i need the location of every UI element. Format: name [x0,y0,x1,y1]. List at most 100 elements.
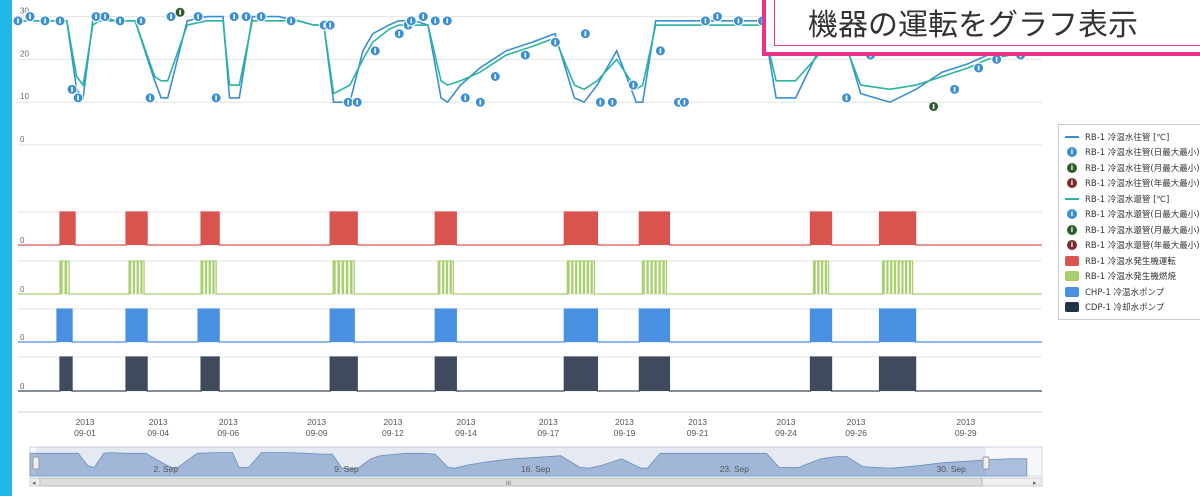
status-block [337,261,340,294]
temperature-marker [285,15,297,27]
date-tick-year: 2013 [688,417,707,427]
status-block [650,261,653,294]
legend-item[interactable]: i RB-1 冷温水還管(日最大最小) [1065,207,1200,223]
temperature-marker [114,15,126,27]
temperature-marker [99,11,111,23]
date-tick-year: 2013 [307,417,326,427]
date-tick-date: 09-19 [614,428,636,438]
temperature-y-tick: 30 [20,7,29,16]
status-block [821,261,824,294]
legend-item[interactable]: i RB-1 冷温水還管(年最大最小) [1065,238,1200,254]
status-block [64,261,68,294]
legend-item[interactable]: i RB-1 冷温水往管(年最大最小) [1065,176,1200,192]
date-tick-year: 2013 [383,417,402,427]
navigator-label: 2. Sep [153,464,178,474]
temperature-marker [678,96,690,108]
legend-item[interactable]: RB-1 冷温水発生機運転 [1065,253,1200,269]
status-block [204,261,208,294]
temperature-marker [405,15,417,27]
temperature-marker [39,15,51,27]
temperature-marker [417,11,429,23]
legend-label: RB-1 冷温水還管(日最大最小) [1085,210,1200,221]
status-panel: 0 [18,211,1042,246]
date-axis: 201309-01201309-04201309-06201309-092013… [18,411,1042,438]
temperature-marker [654,45,666,57]
status-block [345,261,349,294]
status-block [810,309,832,342]
status-block [662,261,665,294]
legend-item[interactable]: i RB-1 冷温水往管(月最大最小) [1065,160,1200,176]
temperature-marker [699,15,711,27]
status-panel: 0 [18,308,1042,343]
status-block [658,261,661,294]
legend-symbol: i [1065,224,1079,235]
status-block [586,261,589,294]
navigator-label: 30. Sep [937,464,967,474]
status-block [908,261,912,294]
temperature-marker [606,96,618,108]
date-tick-year: 2013 [149,417,168,427]
legend-item[interactable]: RB-1 冷温水還管 [℃] [1065,191,1200,207]
legend-label: RB-1 冷温水還管(月最大最小) [1085,225,1200,236]
temperature-marker [459,92,471,104]
status-block [646,261,649,294]
status-block [350,261,353,294]
date-tick-year: 2013 [777,417,796,427]
date-tick-year: 2013 [847,417,866,427]
legend-label: RB-1 冷温水往管(年最大最小) [1085,179,1200,190]
legend-symbol [1065,302,1079,313]
status-block [639,357,670,391]
status-block [330,357,358,391]
temperature-marker [519,49,531,61]
legend-label: RB-1 冷温水発生機運転 [1085,256,1176,267]
status-block [435,357,457,391]
temperature-marker [351,96,363,108]
status-block [330,212,358,245]
temperature-marker [429,15,441,27]
legend-item[interactable]: RB-1 冷温水往管 [℃] [1065,129,1200,145]
legend: RB-1 冷温水往管 [℃] i RB-1 冷温水往管(日最大最小) i RB-1 冷温… [1058,124,1200,320]
date-tick-date: 09-09 [306,428,328,438]
temperature-panel: 30 20 10 0 [12,7,1042,146]
status-block [333,261,336,294]
legend-item[interactable]: RB-1 冷温水発生機燃焼 [1065,269,1200,285]
navigator-scrollbar: III ◂ ▸ [29,477,1043,487]
date-tick-date: 09-01 [74,428,96,438]
temperature-marker [90,11,102,23]
status-block [897,261,900,294]
navigator-label: 9. Sep [334,464,359,474]
date-tick-date: 09-04 [147,428,169,438]
status-block [582,261,586,294]
legend-symbol: i [1065,147,1079,158]
chart-frame: 30 20 10 0 0 0 0 0 2013 09-01 2013 09-04 2013 09-06 20… [12,0,1200,496]
scrollbar-left-arrow: ◂ [32,479,36,487]
status-block [879,309,916,342]
legend-item[interactable]: CDP-1 冷却水ポンプ [1065,300,1200,316]
legend-item[interactable]: i RB-1 冷温水還管(月最大最小) [1065,222,1200,238]
status-block [564,357,598,391]
status-block [129,261,132,294]
legend-label: RB-1 冷温水発生機燃焼 [1085,272,1176,283]
legend-symbol [1065,194,1079,204]
navigator-handle [982,456,990,470]
legend-label: RB-1 冷温水往管 [℃] [1085,132,1170,143]
date-tick-date: 09-21 [687,428,709,438]
legend-label: CDP-1 冷却水ポンプ [1085,303,1165,314]
date-tick-date: 09-12 [382,428,404,438]
temperature-marker [324,19,336,31]
legend-label: CHP-1 冷温水ポンプ [1085,287,1165,298]
status-block [208,261,211,294]
status-block [132,261,136,294]
temperature-marker [549,36,561,48]
navigator-label: 23. Sep [720,464,750,474]
status-y-tick: 0 [20,236,25,245]
date-tick-year: 2013 [219,417,238,427]
legend-item[interactable]: i RB-1 冷温水往管(日最大最小) [1065,145,1200,161]
date-tick-date: 09-14 [455,428,477,438]
status-block [810,212,832,245]
status-block [126,212,148,245]
temperature-marker [627,79,639,91]
temperature-marker [393,28,405,40]
legend-item[interactable]: CHP-1 冷温水ポンプ [1065,284,1200,300]
status-block [136,261,139,294]
